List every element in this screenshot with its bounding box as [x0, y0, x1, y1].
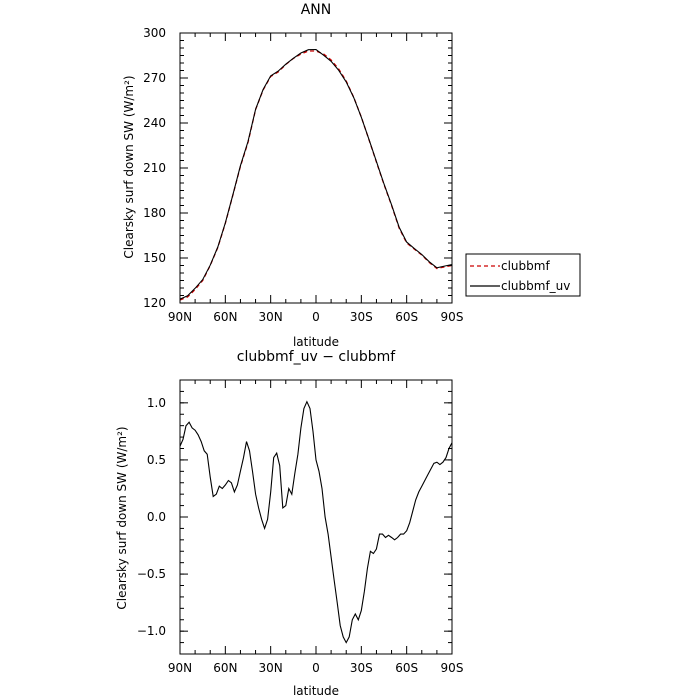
bottom-panel-frame	[179, 379, 453, 655]
top-y-tick-label: 240	[143, 116, 166, 130]
bottom-x-tick-label: 30N	[259, 661, 283, 675]
top-y-tick-label: 300	[143, 26, 166, 40]
top-y-tick-label: 270	[143, 71, 166, 85]
bottom-y-tick-label: −1.0	[137, 624, 166, 638]
top-panel: ANN latitude Clearsky surf down SW (W/m²…	[122, 2, 463, 349]
top-panel-xlabel: latitude	[293, 335, 339, 349]
legend-label-clubbmf-uv: clubbmf_uv	[501, 279, 570, 293]
bottom-x-tick-label: 60N	[213, 661, 237, 675]
top-series-line-clubbmf	[179, 50, 453, 301]
top-y-tick-label: 120	[143, 296, 166, 310]
bottom-x-tick-label: 90S	[441, 661, 464, 675]
top-y-tick-label: 180	[143, 206, 166, 220]
bottom-y-tick-label: 0.5	[147, 453, 166, 467]
bottom-series-line-diff	[179, 400, 453, 644]
bottom-x-tick-label: 90N	[168, 661, 192, 675]
top-panel-frame	[179, 32, 453, 304]
bottom-y-tick-label: −0.5	[137, 567, 166, 581]
legend-label-clubbmf: clubbmf	[501, 259, 550, 273]
bottom-panel-ylabel: Clearsky surf down SW (W/m²)	[115, 426, 129, 609]
top-panel-ylabel: Clearsky surf down SW (W/m²)	[122, 75, 136, 258]
top-x-tick-label: 60S	[395, 310, 418, 324]
top-x-tick-label: 30S	[350, 310, 373, 324]
top-x-tick-label: 0	[312, 310, 320, 324]
bottom-y-tick-label: 1.0	[147, 396, 166, 410]
bottom-x-tick-label: 30S	[350, 661, 373, 675]
bottom-panel: clubbmf_uv − clubbmf latitude Clearsky s…	[115, 349, 463, 698]
top-panel-title: ANN	[301, 2, 332, 18]
bottom-x-tick-label: 60S	[395, 661, 418, 675]
bottom-y-tick-label: 0.0	[147, 510, 166, 524]
bottom-x-tick-label: 0	[312, 661, 320, 675]
top-y-tick-label: 210	[143, 161, 166, 175]
legend-box	[465, 253, 581, 297]
top-x-tick-label: 60N	[213, 310, 237, 324]
top-y-tick-label: 150	[143, 251, 166, 265]
legend: clubbmf clubbmf_uv	[465, 253, 581, 297]
top-x-tick-label: 90S	[441, 310, 464, 324]
top-x-tick-label: 30N	[259, 310, 283, 324]
bottom-panel-xlabel: latitude	[293, 684, 339, 698]
bottom-panel-title: clubbmf_uv − clubbmf	[237, 349, 396, 365]
top-series-line-clubbmf-uv	[179, 48, 453, 300]
top-x-tick-label: 90N	[168, 310, 192, 324]
